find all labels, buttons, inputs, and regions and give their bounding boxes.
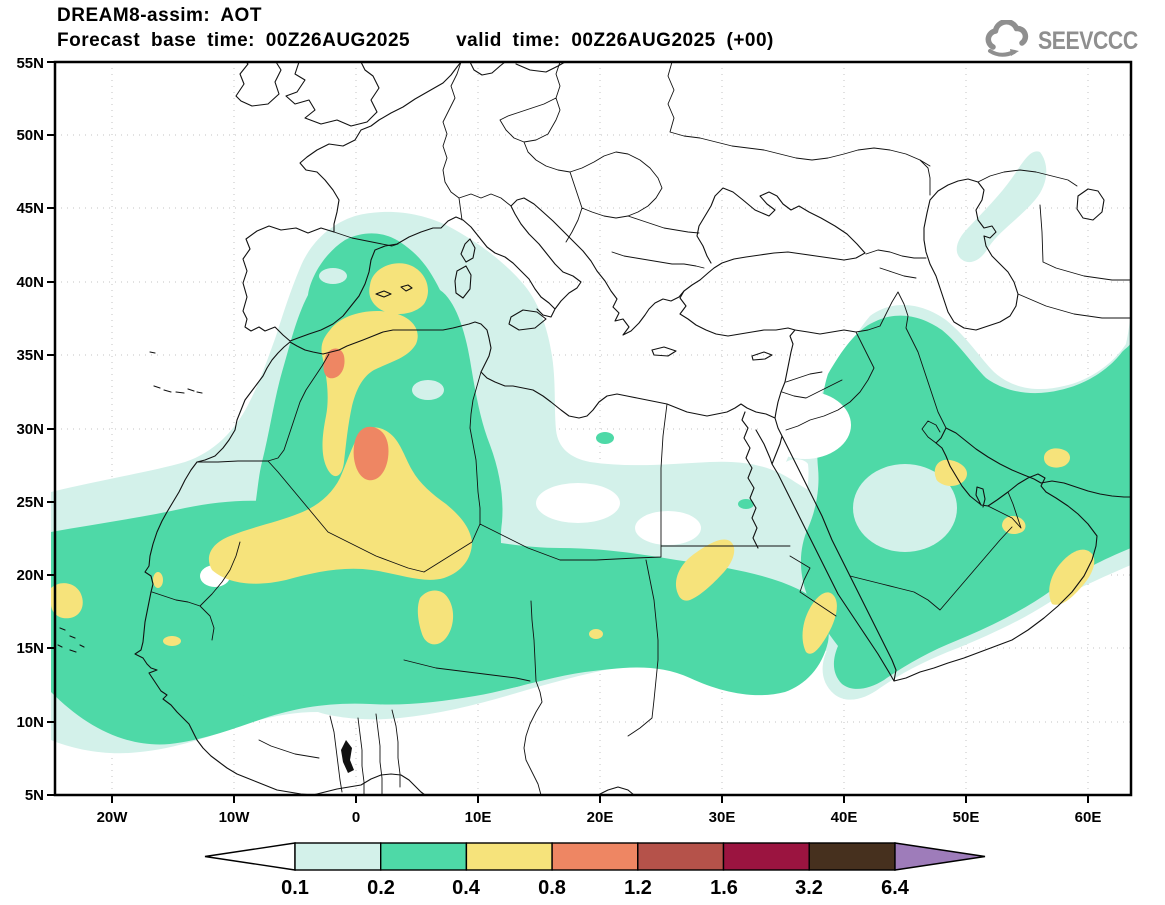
logo-text: SEEVCCC xyxy=(1037,26,1138,55)
contour-yellow-sahara-lobe xyxy=(208,427,472,584)
cb-label-3.2: 3.2 xyxy=(795,877,823,899)
y-axis-ticks xyxy=(47,61,55,796)
white-hole-jordan xyxy=(759,391,851,459)
y-tick-10n: 10N xyxy=(16,714,44,731)
x-tick-30e: 30E xyxy=(709,809,736,826)
x-axis-ticks xyxy=(111,795,1089,803)
contour-yellow-chad-dot xyxy=(589,629,603,639)
cb-label-1.6: 1.6 xyxy=(710,877,738,899)
y-axis-labels: 55N 50N 45N 40N 35N 30N 25N 20N 15N 10N … xyxy=(16,55,44,804)
coastline-europe xyxy=(235,61,685,357)
contour-teal-dot-libya xyxy=(596,432,614,444)
y-tick-20n: 20N xyxy=(16,567,44,584)
contour-orange-morocco xyxy=(323,348,345,379)
colorbar-over-arrow xyxy=(894,842,986,871)
coastline-black-caspian xyxy=(679,178,1105,419)
map-frame xyxy=(47,60,1133,803)
x-tick-10w: 10W xyxy=(219,809,251,826)
contour-teal-guinea-spot xyxy=(190,692,259,727)
white-hole-libya-1 xyxy=(536,483,620,523)
borders-europe xyxy=(333,61,931,269)
contour-yellow-red-sea xyxy=(802,592,837,654)
x-tick-40e: 40E xyxy=(831,809,858,826)
x-tick-20w: 20W xyxy=(97,809,129,826)
contour-yellow-coast-spot-2 xyxy=(163,636,181,646)
y-tick-30n: 30N xyxy=(16,421,44,438)
contour-yellow-coast-spot-1 xyxy=(153,572,163,588)
x-tick-0: 0 xyxy=(352,809,360,826)
country-borders xyxy=(151,61,1132,796)
borders-mideast xyxy=(781,159,1132,611)
colorbar-under-arrow xyxy=(204,842,296,871)
colorbar-seg-2 xyxy=(380,842,468,871)
x-tick-10e: 10E xyxy=(465,809,492,826)
x-axis-labels: 20W 10W 0 10E 20E 30E 40E 50E 60E xyxy=(97,809,1102,826)
colorbar: 0.1 0.2 0.4 0.8 1.2 1.6 3.2 6.4 xyxy=(204,842,986,899)
title-block: DREAM8-assim: AOT Forecast base time: 00… xyxy=(57,5,774,52)
cyan-hole-central-saudi xyxy=(853,464,957,552)
cb-label-0.4: 0.4 xyxy=(452,877,481,899)
contour-yellow-uae xyxy=(1002,516,1026,534)
colorbar-seg-3 xyxy=(465,842,553,871)
aot-contour-fills xyxy=(51,151,1131,754)
y-tick-55n: 55N xyxy=(16,55,44,72)
x-tick-60e: 60E xyxy=(1075,809,1102,826)
contour-orange-algeria-core xyxy=(353,426,389,481)
cyan-hole-balearic xyxy=(319,268,347,284)
y-tick-5n: 5N xyxy=(25,787,44,804)
colorbar-seg-7 xyxy=(808,842,896,871)
coastline-africa-mideast xyxy=(134,321,1132,796)
coastlines xyxy=(57,61,1132,796)
contour-yellow-algeria-band xyxy=(321,310,418,477)
cb-label-0.2: 0.2 xyxy=(367,877,395,899)
contour-yellow-left-edge xyxy=(51,583,83,619)
cb-label-0.8: 0.8 xyxy=(538,877,566,899)
y-tick-25n: 25N xyxy=(16,494,44,511)
chart-subtitle: Forecast base time: 00Z26AUG2025 valid t… xyxy=(57,30,774,52)
cb-label-1.2: 1.2 xyxy=(624,877,652,899)
contour-yellow-niger-spot xyxy=(417,590,454,645)
colorbar-seg-6 xyxy=(722,842,810,871)
contour-yellow-balearic xyxy=(369,263,428,315)
borders-africa xyxy=(151,353,837,796)
cb-label-6.4: 6.4 xyxy=(881,877,910,899)
contour-cyan-caspian-crescent xyxy=(956,151,1047,263)
chart-title: DREAM8-assim: AOT xyxy=(57,5,262,26)
x-tick-20e: 20E xyxy=(587,809,614,826)
y-tick-50n: 50N xyxy=(16,127,44,144)
contour-yellow-sudan xyxy=(675,539,735,601)
y-tick-45n: 45N xyxy=(16,200,44,217)
cyan-hole-tunisia xyxy=(412,380,444,400)
colorbar-seg-5 xyxy=(637,842,725,871)
colorbar-seg-1 xyxy=(294,842,382,871)
forecast-base-time: Forecast base time: 00Z26AUG2025 xyxy=(57,30,411,51)
x-tick-50e: 50E xyxy=(953,809,980,826)
contour-yellow-iran-coast xyxy=(1044,448,1070,468)
contour-teal-dot-egypt xyxy=(738,499,754,509)
contour-teal-arabia-ring xyxy=(800,315,1131,689)
white-hole-libya-2 xyxy=(635,511,701,545)
y-tick-40n: 40N xyxy=(16,274,44,291)
cb-label-0.1: 0.1 xyxy=(281,877,309,899)
contour-yellow-oman xyxy=(1049,549,1095,605)
y-tick-15n: 15N xyxy=(16,640,44,657)
valid-time: valid time: 00Z26AUG2025 (+00) xyxy=(456,30,774,51)
contour-yellow-kuwait xyxy=(934,459,968,486)
seevccc-logo: SEEVCCC xyxy=(980,20,1155,62)
cloud-arrow-icon xyxy=(985,20,1028,57)
lake-volta xyxy=(341,740,354,773)
y-tick-35n: 35N xyxy=(16,347,44,364)
colorbar-seg-4 xyxy=(551,842,639,871)
small-islands xyxy=(57,351,203,653)
